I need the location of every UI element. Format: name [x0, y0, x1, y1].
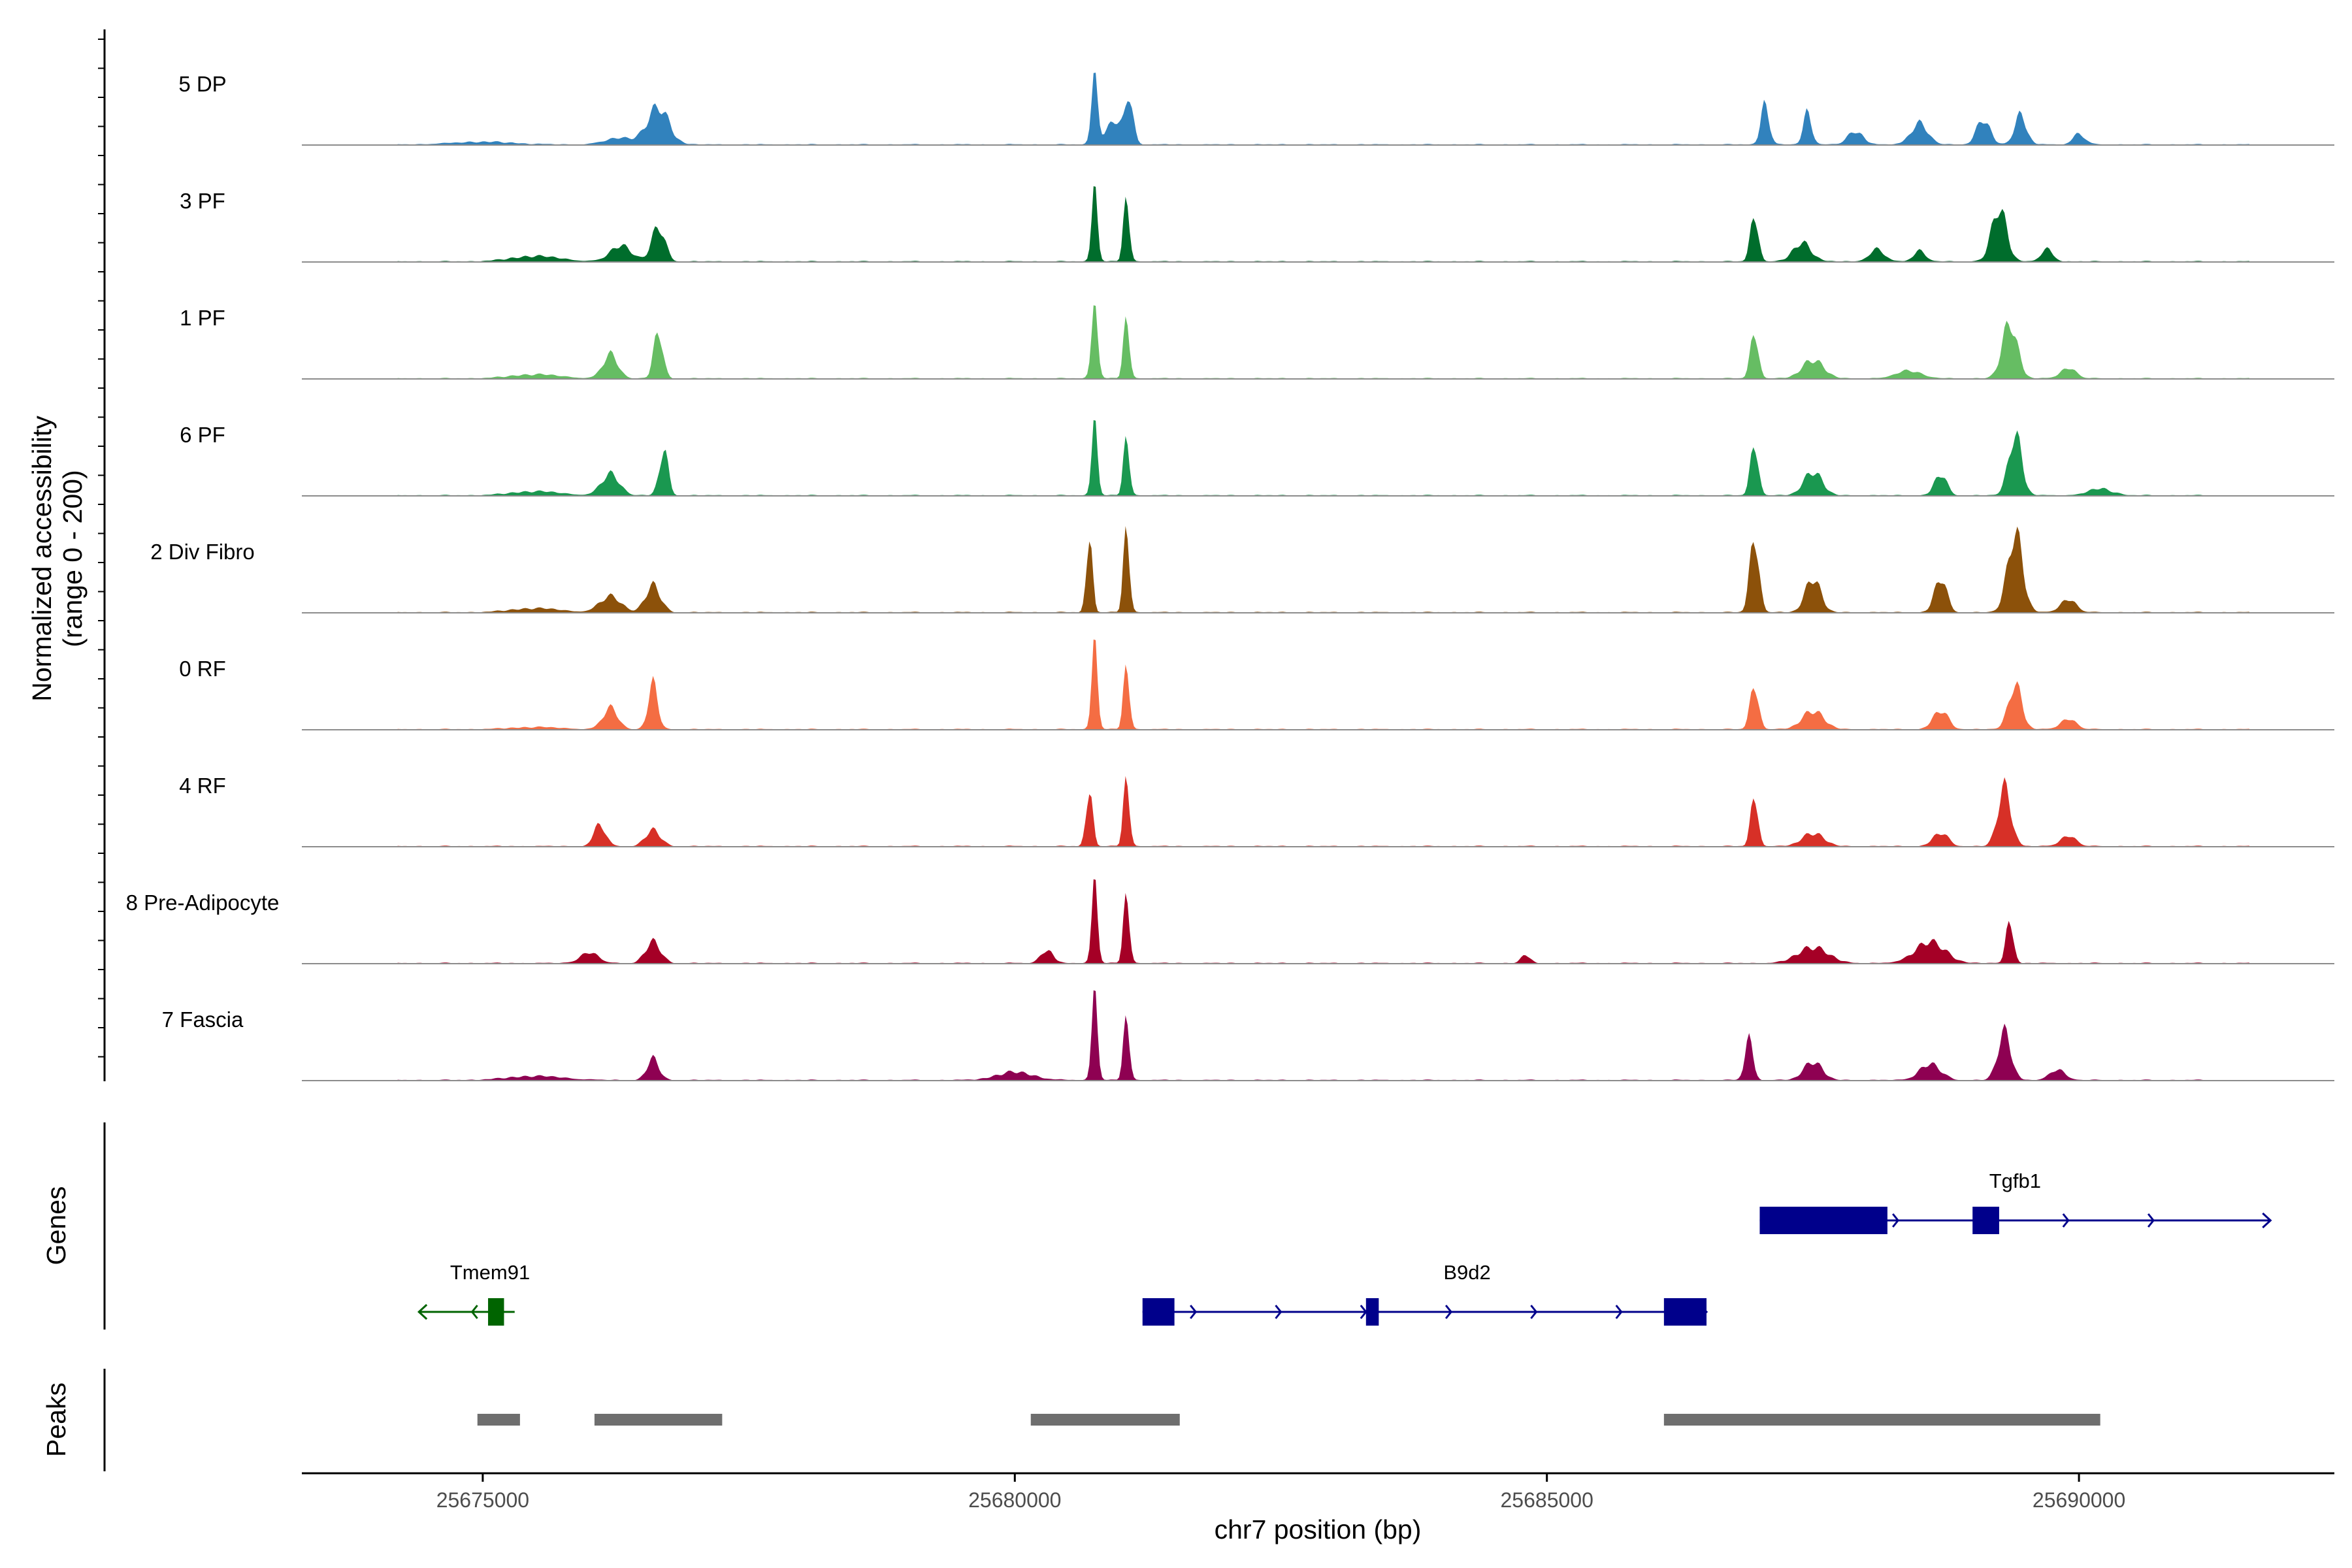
gene-exon	[1142, 1298, 1175, 1326]
gene-exon	[1759, 1207, 1887, 1234]
gene-track: Genes Tmem91 B9d2 Tgfb1	[41, 1122, 2272, 1330]
strand-arrow	[1275, 1305, 1282, 1319]
coverage-area	[397, 879, 2249, 964]
coverage-area	[397, 776, 2249, 847]
peak-region	[1030, 1414, 1180, 1426]
gene-exon	[1972, 1207, 1999, 1234]
strand-arrow	[1445, 1305, 1453, 1319]
strand-arrow	[1615, 1305, 1623, 1319]
track-6-pf: 6 PF	[180, 420, 2334, 497]
track-label: 6 PF	[180, 423, 225, 447]
track-0-rf: 0 RF	[179, 639, 2334, 730]
x-axis-ticks: 25675000 25680000 25685000 25690000	[436, 1473, 2125, 1512]
track-2-div-fibro: 2 Div Fibro	[150, 526, 2334, 613]
track-8-pre-adipocyte: 8 Pre-Adipocyte	[126, 879, 2334, 964]
track-label: 8 Pre-Adipocyte	[126, 890, 280, 915]
x-tick-label: 25685000	[1501, 1488, 1593, 1512]
track-1-pf: 1 PF	[180, 305, 2334, 380]
coverage-area	[397, 990, 2217, 1081]
coverage-area	[397, 526, 2249, 613]
track-label: 0 RF	[179, 657, 226, 681]
gene-exon	[1365, 1298, 1379, 1326]
x-axis-title: chr7 position (bp)	[1215, 1514, 1422, 1544]
track-7-fascia: 7 Fascia	[162, 990, 2334, 1081]
peak-region	[1663, 1414, 2100, 1426]
x-tick-label: 25680000	[968, 1488, 1061, 1512]
strand-arrow	[1892, 1213, 1900, 1228]
gene-exon	[1663, 1298, 1707, 1326]
genes-track-title: Genes	[41, 1186, 71, 1266]
peaks-track-title: Peaks	[41, 1382, 71, 1457]
gene-tmem91: Tmem91	[417, 1261, 530, 1326]
coverage-area	[397, 305, 2249, 379]
track-3-pf: 3 PF	[180, 186, 2334, 263]
x-axis: 25675000 25680000 25685000 25690000 chr7 po…	[302, 1472, 2334, 1544]
strand-arrow	[2062, 1213, 2070, 1228]
strand-arrow	[470, 1305, 478, 1319]
y-axis: Normalized accessibility (range 0 - 200)	[27, 29, 106, 1081]
track-label: 1 PF	[180, 306, 225, 330]
coverage-area	[397, 73, 2249, 145]
y-axis-subtitle: (range 0 - 200)	[57, 470, 88, 647]
strand-arrow	[1190, 1305, 1198, 1319]
peak-region	[477, 1414, 520, 1426]
track-label: 2 Div Fibro	[150, 540, 255, 564]
strand-arrow	[1977, 1213, 1985, 1228]
gene-b9d2: B9d2	[1142, 1261, 1708, 1326]
strand-arrow	[2147, 1213, 2155, 1228]
strand-arrow	[417, 1303, 428, 1320]
track-4-rf: 4 RF	[179, 774, 2334, 847]
track-label: 4 RF	[179, 774, 226, 798]
coverage-area	[397, 639, 2249, 730]
x-tick-label: 25690000	[2033, 1488, 2125, 1512]
x-tick-label: 25675000	[436, 1488, 529, 1512]
strand-arrow	[1360, 1305, 1367, 1319]
coverage-area	[397, 420, 2217, 496]
y-axis-title: Normalized accessibility	[27, 416, 57, 702]
gene-exon	[488, 1298, 504, 1326]
strand-arrow	[1697, 1303, 1708, 1320]
strand-arrow	[1806, 1213, 1814, 1228]
gene-tgfb1: Tgfb1	[1759, 1169, 2272, 1234]
track-label: 7 Fascia	[162, 1007, 244, 1032]
gene-label: Tgfb1	[1989, 1169, 2041, 1192]
y-axis-ticks	[98, 39, 105, 1058]
strand-arrow	[1530, 1305, 1538, 1319]
coverage-area	[397, 186, 2249, 262]
peak-track: Peaks	[41, 1369, 2100, 1471]
gene-label: Tmem91	[450, 1261, 530, 1284]
track-5-dp: 5 DP	[178, 72, 2334, 146]
track-label: 3 PF	[180, 189, 225, 213]
strand-arrow	[2262, 1212, 2272, 1229]
peak-region	[594, 1414, 723, 1426]
gene-label: B9d2	[1443, 1261, 1490, 1284]
coverage-tracks: 5 DP 3 PF 1 PF 6 PF 2 Div Fibro 0 RF 4 RF 8 Pre…	[126, 72, 2334, 1081]
track-label: 5 DP	[178, 72, 226, 96]
